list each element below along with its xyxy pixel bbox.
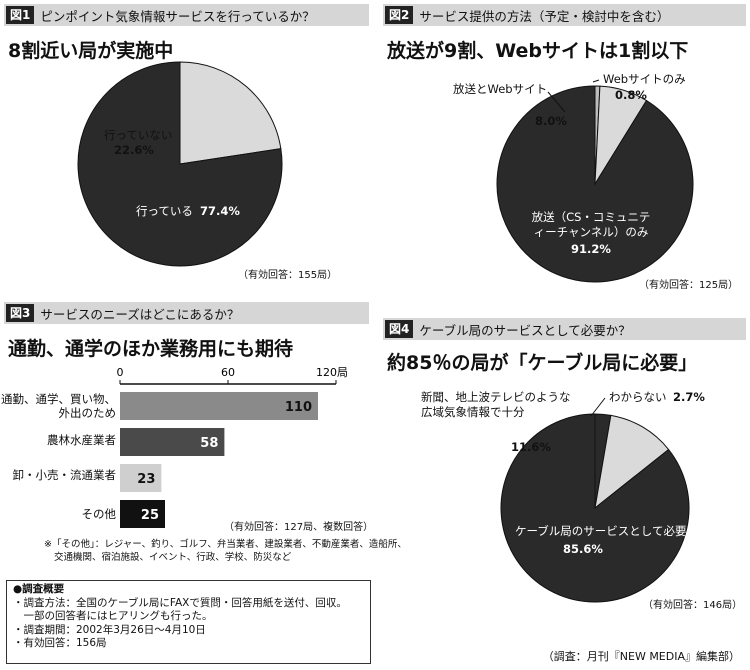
figure-4-header: 図4 ケーブル局のサービスとして必要か？ — [383, 318, 746, 340]
source-credit: （調査：月刊『NEW MEDIA』編集部） — [542, 650, 740, 663]
response-count: （有効回答：127局、複数回答） — [224, 522, 374, 533]
value-broadcast-and-web: 8.0% — [535, 114, 567, 128]
headline: 約85％の局が「ケーブル局に必要」 — [387, 352, 698, 374]
figure-number: 図2 — [385, 6, 414, 24]
x-tick-label: 120局 — [316, 366, 348, 379]
label-needed: ケーブル局のサービスとして必要 — [515, 524, 687, 538]
figure-title: ピンポイント気象情報サービスを行っているか？ — [40, 8, 315, 24]
figure-title: サービス提供の方法（予定・検討中を含む） — [419, 8, 670, 24]
figure-title: サービスのニーズはどこにあるか？ — [40, 306, 240, 322]
survey-line: ・調査期間：2002年3月26日～4月10日 — [13, 623, 206, 636]
survey-line: ・調査方法：全国のケーブル局にFAXで質問・回答用紙を送付、回収。 — [13, 596, 347, 609]
bar-chart-3: 0 60 120局 110 58 23 25 — [117, 366, 348, 528]
label-dont-know: わからない — [609, 390, 667, 404]
survey-overview: ●調査概要 ・調査方法：全国のケーブル局にFAXで質問・回答用紙を送付、回収。 … — [6, 580, 371, 664]
x-tick-label: 60 — [221, 366, 235, 379]
leader-line — [590, 397, 606, 417]
bar-label-retail: 卸・小売・流通業者 — [12, 468, 117, 482]
figure-2-header: 図2 サービス提供の方法（予定・検討中を含む） — [383, 4, 746, 26]
figure-title: ケーブル局のサービスとして必要か？ — [419, 322, 631, 338]
pie-slice — [77, 61, 283, 267]
value-not-doing: 22.6% — [114, 143, 154, 157]
response-count: （有効回答：125局） — [639, 280, 739, 291]
bar-label-commute: 通勤、通学、買い物、 外出のため — [1, 392, 116, 420]
note-line: 交通機関、宿泊施設、イベント、行政、学校、防災など — [54, 552, 292, 563]
value-needed: 85.6% — [563, 542, 603, 556]
label-broadcast-only: 放送（CS・コミュニティーチャンネル）のみ — [531, 210, 651, 239]
bar-label-agriculture: 農林水産業者 — [47, 433, 116, 447]
leader-line — [592, 79, 600, 83]
pie-chart-1 — [77, 61, 283, 267]
bar — [120, 464, 162, 492]
bar-value-label: 58 — [200, 436, 218, 451]
x-tick-label: 0 — [117, 366, 124, 379]
survey-line: 一部の回答者にはヒアリングも行った。 — [13, 610, 213, 622]
response-count: （有効回答：146局） — [643, 600, 743, 611]
bar-value-label: 23 — [137, 472, 155, 487]
figure-2: 図2 サービス提供の方法（予定・検討中を含む） 放送が9割、Webサイトは1割以… — [383, 4, 746, 291]
figure-1: 図1 ピンポイント気象情報サービスを行っているか？ 8割近い局が実施中 行ってい… — [4, 4, 369, 281]
figure-1-header: 図1 ピンポイント気象情報サービスを行っているか？ — [4, 4, 369, 26]
label-broadcast-and-web: 放送とWebサイト — [453, 82, 548, 96]
figure-4: 図4 ケーブル局のサービスとして必要か？ 約85％の局が「ケーブル局に必要」 わ… — [383, 318, 746, 611]
headline: 放送が9割、Webサイトは1割以下 — [387, 40, 689, 62]
headline: 通勤、通学のほか業務用にも期待 — [8, 338, 294, 360]
figure-number: 図1 — [6, 6, 35, 24]
bar-label-other: その他 — [81, 507, 117, 521]
note-line: ※「その他」：レジャー、釣り、ゴルフ、弁当業者、建設業者、不動産業者、造船所、 — [44, 539, 407, 550]
bar — [120, 392, 318, 420]
note: ※「その他」：レジャー、釣り、ゴルフ、弁当業者、建設業者、不動産業者、造船所、 … — [44, 538, 407, 564]
value-doing: 77.4% — [200, 204, 240, 218]
figure-number: 図3 — [6, 304, 35, 322]
bar — [120, 500, 165, 528]
figure-number: 図4 — [385, 320, 414, 338]
leader-line — [547, 91, 566, 113]
survey-title: ●調査概要 — [13, 583, 65, 595]
bar-value-label: 110 — [285, 400, 312, 415]
value-broadcast-only: 91.2% — [571, 242, 611, 256]
pie-chart-2 — [496, 79, 694, 283]
pie-slice — [594, 414, 670, 510]
bar — [120, 428, 225, 456]
figure-3: 図3 サービスのニーズはどこにあるか？ 通勤、通学のほか業務用にも期待 0 60 1… — [1, 302, 407, 567]
pie-slice — [496, 85, 694, 283]
response-count: （有効回答：155局） — [238, 270, 338, 281]
pie-slice — [500, 413, 690, 603]
pie-slice — [179, 61, 282, 165]
value-web-only: 0.8% — [615, 88, 647, 102]
label-wide-area-enough: 新聞、地上波テレビのような広域気象情報で十分 — [421, 390, 571, 419]
value-dont-know: 2.7% — [673, 390, 705, 404]
pie-chart-4 — [500, 397, 690, 603]
bar-value-label: 25 — [141, 508, 159, 523]
value-wide-area-enough: 11.6% — [511, 440, 551, 454]
figure-3-header: 図3 サービスのニーズはどこにあるか？ — [4, 302, 369, 324]
label-not-doing: 行っていない — [104, 128, 173, 142]
label-web-only: Webサイトのみ — [603, 72, 686, 86]
survey-line: ・有効回答：156局 — [13, 637, 107, 649]
label-doing: 行っている — [136, 204, 193, 218]
headline: 8割近い局が実施中 — [8, 40, 174, 62]
